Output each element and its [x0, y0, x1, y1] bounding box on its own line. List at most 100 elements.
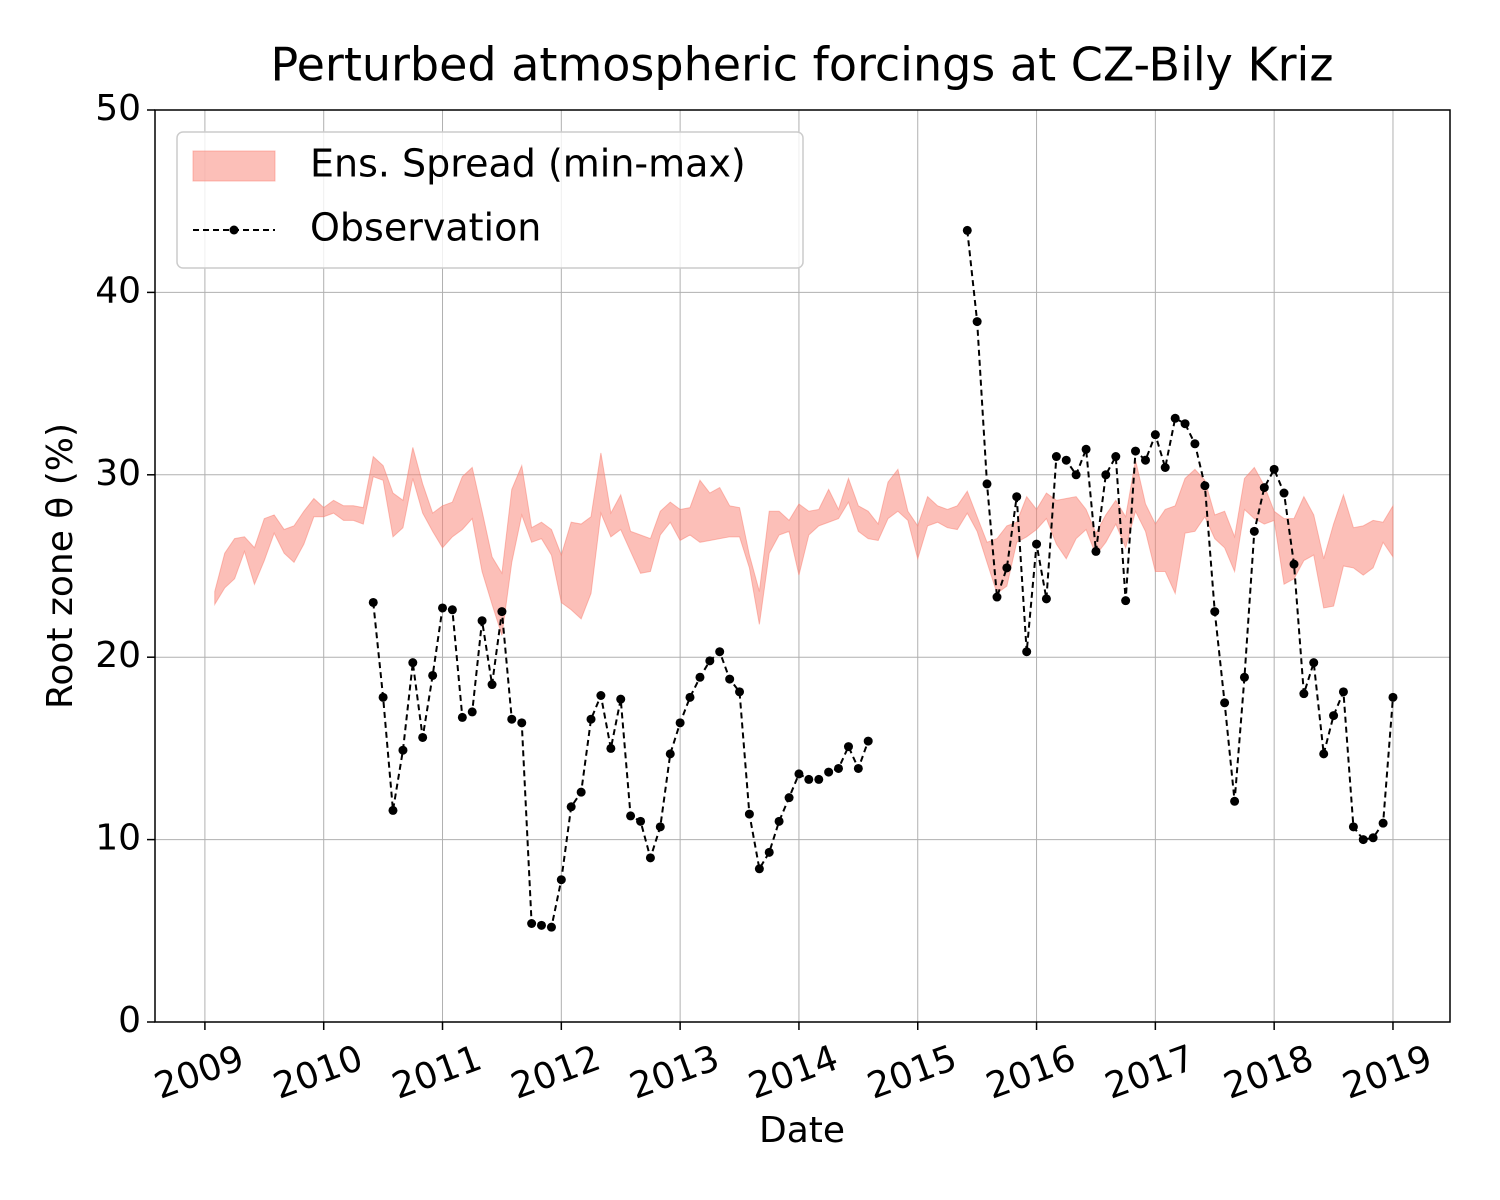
- observation-point: [1230, 796, 1240, 806]
- legend-label: Observation: [310, 206, 541, 250]
- observation-point: [1249, 526, 1259, 536]
- y-tick-label: 20: [95, 635, 141, 676]
- observation-point: [843, 742, 853, 752]
- observation-point: [566, 802, 576, 812]
- observation-point: [606, 743, 616, 753]
- observation-point: [1071, 470, 1081, 480]
- observation-point: [1111, 452, 1121, 462]
- observation-point: [715, 647, 725, 657]
- observation-point: [1309, 658, 1319, 668]
- x-tick-label: 2015: [862, 1038, 962, 1108]
- observation-point: [1259, 483, 1269, 493]
- observation-point: [507, 714, 517, 724]
- observation-point: [853, 763, 863, 773]
- observation-point: [1279, 488, 1289, 498]
- observation-point: [1081, 444, 1091, 454]
- legend-swatch: [192, 150, 276, 182]
- observation-point: [794, 769, 804, 779]
- x-tick-label: 2013: [625, 1038, 725, 1108]
- observation-point: [675, 718, 685, 728]
- observation-point: [824, 767, 834, 777]
- observation-point: [546, 922, 556, 932]
- observation-point: [536, 920, 546, 930]
- observation-point: [378, 692, 388, 702]
- x-tick-label: 2010: [268, 1038, 368, 1108]
- observation-point: [1131, 446, 1141, 456]
- axes-frame: [154, 109, 1451, 1023]
- x-tick-label: 2016: [981, 1038, 1081, 1108]
- x-tick-label: 2017: [1100, 1038, 1200, 1108]
- observation-point: [1378, 818, 1388, 828]
- observation-point: [1239, 672, 1249, 682]
- x-tick-label: 2009: [149, 1038, 249, 1108]
- observation-point: [428, 670, 438, 680]
- observation-point: [1180, 419, 1190, 429]
- observation-point: [1200, 481, 1210, 491]
- observation-point: [645, 853, 655, 863]
- observation-point: [655, 822, 665, 832]
- observation-point: [1061, 455, 1071, 465]
- observation-point: [1091, 546, 1101, 556]
- observation-point: [992, 592, 1002, 602]
- observation-point: [616, 694, 626, 704]
- observation-point: [477, 616, 487, 626]
- observation-point: [1140, 455, 1150, 465]
- y-tick-label: 30: [95, 453, 141, 494]
- observation-point: [1388, 692, 1398, 702]
- observation-point: [457, 712, 467, 722]
- observation-point: [596, 691, 606, 701]
- observation-point: [784, 793, 794, 803]
- observation-point: [1358, 835, 1368, 845]
- x-tick-label: 2019: [1337, 1038, 1437, 1108]
- observation-point: [1338, 687, 1348, 697]
- observation-point: [685, 692, 695, 702]
- observation-line: [372, 230, 1394, 929]
- observation-point: [665, 749, 675, 759]
- observation-point: [1101, 470, 1111, 480]
- observation-point: [1289, 559, 1299, 569]
- observation-point: [1190, 439, 1200, 449]
- observation-point: [497, 607, 507, 617]
- observation-point: [764, 847, 774, 857]
- observation-point: [1348, 822, 1358, 832]
- y-tick-label: 40: [95, 270, 141, 311]
- observation-point: [863, 736, 873, 746]
- observation-point: [982, 479, 992, 489]
- observation-point: [487, 680, 497, 690]
- observation-point: [556, 875, 566, 885]
- legend-box: [176, 131, 804, 269]
- observation-point: [626, 811, 636, 821]
- observation-point: [1150, 430, 1160, 440]
- observation-point: [833, 763, 843, 773]
- x-tick-label: 2011: [387, 1038, 487, 1108]
- observation-point: [1032, 539, 1042, 549]
- observation-point: [447, 605, 457, 615]
- y-tick-label: 10: [95, 818, 141, 859]
- observation-point: [744, 809, 754, 819]
- observation-point: [576, 787, 586, 797]
- observation-point: [408, 658, 418, 668]
- observation-point: [1002, 563, 1012, 573]
- observation-point: [774, 816, 784, 826]
- legend-label: Ens. Spread (min-max): [310, 142, 746, 186]
- observation-point: [814, 774, 824, 784]
- observation-point: [527, 919, 537, 929]
- observation-point: [388, 805, 398, 815]
- observation-point: [972, 317, 982, 327]
- observation-point: [754, 864, 764, 874]
- observation-point: [1368, 833, 1378, 843]
- observation-point: [1160, 463, 1170, 473]
- legend-marker: [229, 225, 239, 235]
- chart-title: Perturbed atmospheric forcings at CZ-Bil…: [271, 38, 1334, 92]
- observation-point: [1041, 594, 1051, 604]
- y-tick-label: 0: [118, 1000, 141, 1041]
- x-axis-label: Date: [759, 1110, 845, 1151]
- observation-point: [962, 225, 972, 235]
- observation-point: [1299, 689, 1309, 699]
- y-tick-label: 50: [95, 88, 141, 129]
- observation-point: [695, 672, 705, 682]
- observation-point: [1210, 607, 1220, 617]
- x-tick-label: 2012: [506, 1038, 606, 1108]
- observation-point: [517, 718, 527, 728]
